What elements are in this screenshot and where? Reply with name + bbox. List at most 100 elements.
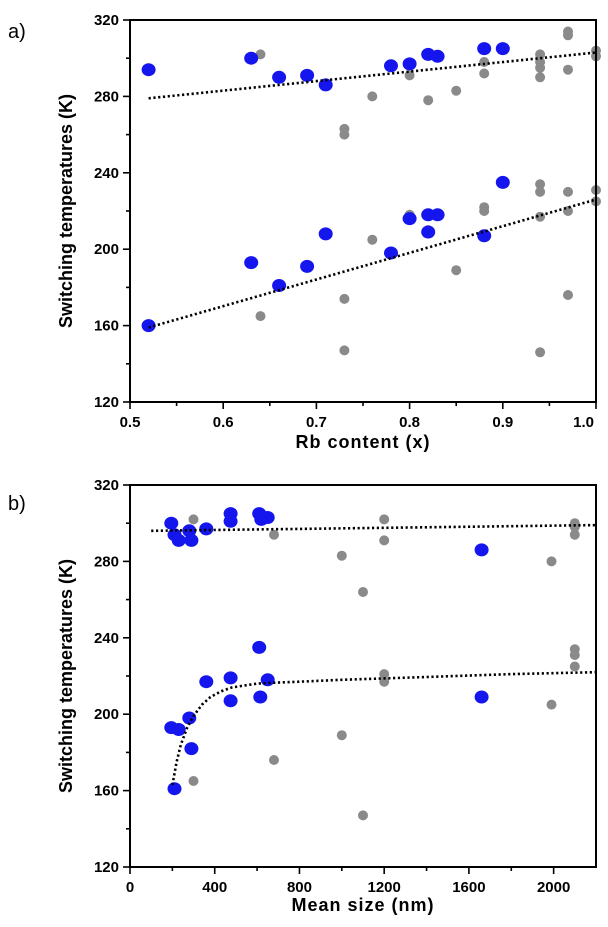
fit-line-2 <box>171 670 597 786</box>
y-tick-label: 240 <box>94 165 119 182</box>
data-point-gray <box>379 669 390 680</box>
data-point-blue <box>164 516 179 530</box>
data-point-gray <box>569 650 580 660</box>
x-tick-label: 0 <box>126 879 134 896</box>
data-point-gray <box>451 265 462 276</box>
data-point-gray <box>569 522 580 532</box>
x-axis-label: Mean size (nm) <box>291 895 434 915</box>
data-point-gray <box>367 234 378 245</box>
panel-label: b) <box>8 493 26 515</box>
y-tick-label: 160 <box>94 783 119 800</box>
data-point-gray <box>269 529 279 540</box>
fit-line-2 <box>148 198 597 329</box>
x-tick-label: 2000 <box>537 879 570 896</box>
data-point-gray <box>535 347 546 358</box>
y-tick-label: 280 <box>94 88 119 105</box>
data-point-gray <box>479 57 490 67</box>
data-point-gray <box>379 676 390 687</box>
data-point-gray <box>367 91 378 102</box>
data-point-gray <box>339 129 350 140</box>
data-point-blue <box>244 51 259 65</box>
data-point-blue <box>171 533 186 547</box>
y-tick-label: 320 <box>94 12 119 29</box>
data-point-blue <box>474 690 489 704</box>
data-point-blue <box>318 227 333 241</box>
data-point-blue <box>421 225 436 239</box>
data-point-gray <box>358 810 368 821</box>
data-point-blue <box>300 68 315 82</box>
data-point-gray <box>188 776 199 786</box>
data-point-gray <box>563 64 573 75</box>
x-tick-label: 800 <box>287 879 312 896</box>
x-tick-label: 1600 <box>452 879 485 896</box>
data-point-gray <box>569 661 580 672</box>
chart-panel-b: 0 400 800 1200 1600 2000 120 160 200 240 280 320 Mea… <box>8 477 597 915</box>
x-axis-label: Rb content (x) <box>296 432 431 452</box>
data-point-gray <box>535 179 546 190</box>
data-point-blue <box>141 63 156 77</box>
data-point-blue <box>260 673 275 687</box>
x-tick-label: 1.0 <box>573 414 594 431</box>
data-point-blue <box>253 690 268 704</box>
data-point-gray <box>255 311 266 322</box>
data-point-gray <box>535 186 546 197</box>
panel-label: a) <box>8 21 26 43</box>
data-point-blue <box>223 671 238 685</box>
y-tick-label: 120 <box>94 394 119 411</box>
data-point-gray <box>379 535 390 546</box>
data-point-gray <box>423 95 434 106</box>
y-tick-label: 320 <box>94 477 119 494</box>
data-point-gray <box>269 755 279 765</box>
data-point-blue <box>430 49 445 63</box>
data-point-blue <box>272 70 287 84</box>
x-tick-label: 400 <box>202 879 227 896</box>
y-tick-label: 240 <box>94 630 119 647</box>
x-tick-label: 0.5 <box>120 414 141 431</box>
plot-frame <box>129 484 597 868</box>
y-tick-label: 280 <box>94 553 119 570</box>
data-point-gray <box>339 293 350 304</box>
data-point-blue <box>300 259 315 273</box>
data-point-gray <box>563 30 573 41</box>
data-point-gray <box>535 49 546 60</box>
y-axis-label: Switching temperatures (K) <box>56 559 76 793</box>
data-point-gray <box>563 186 573 197</box>
data-point-gray <box>535 62 546 73</box>
x-tick-label: 0.9 <box>492 414 513 431</box>
data-point-gray <box>535 72 546 83</box>
data-point-gray <box>563 290 573 300</box>
fit-line-1 <box>148 51 597 100</box>
y-axis-label: Switching temperatures (K) <box>56 94 76 328</box>
y-tick-label: 200 <box>94 706 119 723</box>
data-point-gray <box>188 514 199 525</box>
y-tick-label: 200 <box>94 241 119 258</box>
data-point-gray <box>479 206 490 216</box>
data-point-blue <box>430 208 445 222</box>
data-point-blue <box>384 59 398 73</box>
data-point-blue <box>184 742 199 756</box>
data-point-gray <box>358 587 368 597</box>
y-tick-label: 160 <box>94 318 119 335</box>
data-point-gray <box>479 68 490 79</box>
data-point-blue <box>252 640 267 654</box>
data-point-gray <box>336 730 347 741</box>
data-point-gray <box>546 556 557 567</box>
data-point-blue <box>182 711 197 725</box>
plot-frame <box>129 19 597 403</box>
data-point-blue <box>223 514 238 528</box>
data-point-blue <box>167 782 182 796</box>
x-tick-label: 1200 <box>367 879 400 896</box>
data-point-gray <box>546 699 557 710</box>
data-point-blue <box>402 212 417 226</box>
data-point-blue <box>141 319 156 333</box>
fit-line-1 <box>151 523 597 533</box>
data-point-blue <box>199 522 214 536</box>
data-point-blue <box>184 533 199 547</box>
data-point-gray <box>336 550 347 561</box>
data-point-blue <box>223 694 238 708</box>
data-point-blue <box>474 543 489 557</box>
data-point-blue <box>199 675 214 689</box>
data-point-blue <box>477 42 492 56</box>
data-point-blue <box>402 57 417 71</box>
